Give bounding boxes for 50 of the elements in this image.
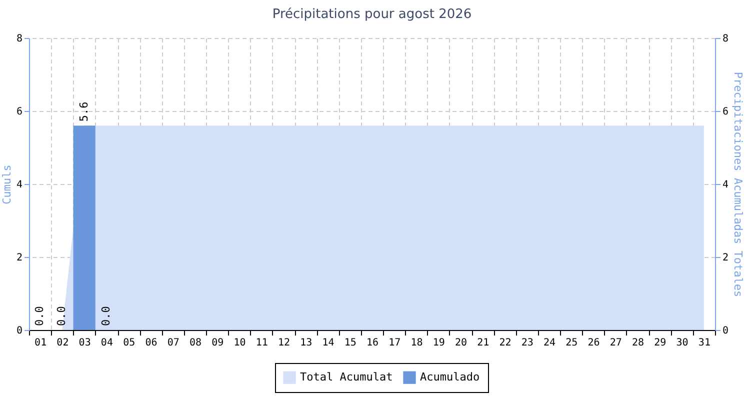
y-tick-label: 0 — [16, 326, 22, 336]
x-tick-label: 19 — [432, 338, 445, 348]
x-tick-label: 08 — [189, 338, 202, 348]
y2-tick-label: 2 — [722, 252, 729, 264]
x-tick-label: 13 — [300, 338, 312, 348]
x-tick-label: 02 — [56, 338, 69, 348]
x-tick-label: 11 — [256, 338, 268, 348]
data-label: 0.0 — [99, 306, 112, 326]
x-tick-label: 18 — [410, 338, 423, 348]
y-tick-label: 8 — [16, 34, 22, 44]
x-tick-label: 04 — [100, 338, 113, 348]
y-tick-label: 4 — [16, 180, 22, 190]
x-tick-label: 20 — [454, 338, 468, 348]
x-tick-label: 17 — [388, 338, 401, 348]
y-tick-label: 6 — [16, 106, 22, 118]
chart-title: Précipitations pour agost 2026 — [272, 7, 472, 22]
x-tick-label: 25 — [566, 338, 578, 348]
x-tick-label: 21 — [477, 338, 490, 348]
x-tick-label: 31 — [698, 338, 710, 348]
legend-label: Acumulado — [420, 370, 480, 384]
x-tick-label: 28 — [632, 338, 644, 348]
x-tick-label: 24 — [544, 338, 556, 348]
y-tick-label: 2 — [16, 252, 22, 264]
x-tick-label: 03 — [78, 338, 91, 348]
data-label: 0.0 — [33, 306, 46, 326]
x-tick-label: 23 — [521, 338, 534, 348]
x-tick-label: 16 — [366, 338, 379, 348]
x-tick-label: 12 — [278, 338, 290, 348]
x-tick-label: 06 — [145, 338, 158, 348]
x-tick-label: 26 — [588, 338, 600, 348]
x-tick-label: 27 — [610, 338, 622, 348]
x-tick-label: 22 — [499, 338, 512, 348]
x-tick-label: 29 — [654, 338, 666, 348]
y2-tick-label: 4 — [722, 180, 729, 190]
x-tick-label: 01 — [34, 338, 47, 348]
x-tick-label: 09 — [212, 338, 224, 348]
x-tick-label: 15 — [344, 338, 356, 348]
x-tick-label: 30 — [676, 338, 688, 348]
y-axis-title: Cumuls — [0, 164, 14, 204]
x-tick-label: 10 — [234, 338, 246, 348]
legend-label: Total Acumulat — [300, 370, 393, 384]
data-label: 0.0 — [55, 306, 68, 326]
data-label: 5.6 — [77, 102, 90, 122]
y2-axis-title: Precipitaciones Acumuladas Totales — [732, 72, 745, 298]
y2-tick-label: 6 — [722, 106, 729, 118]
x-tick-label: 14 — [322, 338, 334, 348]
y2-tick-label: 8 — [722, 34, 729, 44]
x-tick-label: 05 — [123, 338, 136, 348]
x-tick-label: 07 — [167, 338, 180, 348]
y2-tick-label: 0 — [722, 326, 729, 336]
